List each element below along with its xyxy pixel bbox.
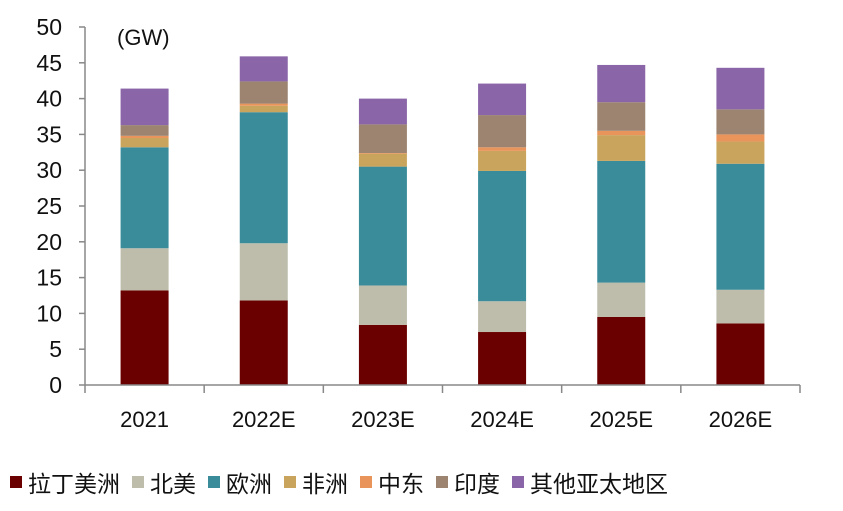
bar-segment [120, 248, 169, 291]
bar-segment [478, 301, 527, 333]
bar-segment [358, 153, 407, 167]
y-tick-label: 0 [49, 372, 62, 398]
bar-segment [597, 102, 646, 131]
legend-swatch [284, 476, 296, 488]
x-tick-label: 2022E [232, 407, 296, 432]
legend-item: 其他亚太地区 [512, 465, 668, 499]
stacked-bar-chart: 0 5 10 15 20 25 30 35 40 45 50 2021 2022E 2023E 2024E… [36, 14, 801, 432]
bar-segment [597, 160, 646, 283]
bar-segment [358, 98, 407, 125]
bar-segment [597, 316, 646, 385]
y-tick-label: 5 [49, 336, 62, 362]
bar-segment [120, 147, 169, 249]
bar-segment [716, 163, 765, 290]
legend-item: 北美 [132, 465, 196, 499]
bar-segment [478, 115, 527, 148]
legend-label: 欧洲 [226, 472, 272, 498]
bar-segment [358, 124, 407, 154]
bar-segment [239, 112, 288, 244]
y-tick-label: 35 [36, 121, 62, 147]
bar-segment [716, 134, 765, 142]
bar-segment [120, 125, 169, 136]
unit-label: (GW) [117, 25, 170, 50]
bar-segment [358, 324, 407, 385]
bar-segment [716, 323, 765, 385]
y-tick-label: 15 [36, 265, 62, 291]
y-tick-label: 20 [36, 229, 62, 255]
bar-segment [597, 135, 646, 161]
bar-segment [120, 137, 169, 148]
bar-segment [597, 130, 646, 136]
legend-label: 非洲 [302, 472, 348, 498]
legend-item: 印度 [436, 465, 500, 499]
x-tick-label: 2023E [351, 407, 415, 432]
x-tick-label: 2026E [709, 407, 773, 432]
legend: 拉丁美洲 北美 欧洲 非洲 中东 印度 其他亚太地区 [10, 465, 840, 499]
bar-segment [358, 153, 407, 154]
legend-swatch [436, 476, 448, 488]
legend-swatch [10, 476, 22, 488]
bar-segment [120, 290, 169, 385]
bar-segment [478, 170, 527, 302]
bar-segment [239, 103, 288, 106]
bar-segment [120, 135, 169, 138]
y-axis: 0 5 10 15 20 25 30 35 40 45 50 [36, 14, 86, 398]
bar-segment [716, 141, 765, 164]
x-axis: 2021 2022E 2023E 2024E 2025E 2026E [84, 384, 801, 432]
x-tick-label: 2021 [120, 407, 169, 432]
bar-segment [597, 64, 646, 103]
bar-segment [597, 282, 646, 317]
legend-swatch [512, 476, 524, 488]
bar-segment [358, 166, 407, 286]
y-tick-label: 40 [36, 86, 62, 112]
legend-item: 欧洲 [208, 465, 272, 499]
y-tick-label: 10 [36, 300, 62, 326]
legend-label: 拉丁美洲 [28, 472, 120, 498]
legend-item: 非洲 [284, 465, 348, 499]
y-tick-label: 50 [36, 14, 62, 40]
legend-label: 印度 [454, 472, 500, 498]
bar-segment [478, 332, 527, 385]
bars [120, 56, 765, 385]
bar-segment [716, 109, 765, 135]
bar-segment [239, 56, 288, 82]
bar-segment [716, 67, 765, 110]
bar-segment [239, 243, 288, 301]
legend-item: 中东 [360, 465, 424, 499]
bar-segment [716, 289, 765, 324]
bar-segment [478, 150, 527, 171]
legend-swatch [208, 476, 220, 488]
bar-segment [120, 88, 169, 126]
bar-segment [239, 81, 288, 104]
bar-segment [478, 147, 527, 151]
bar-segment [239, 300, 288, 385]
y-tick-label: 45 [36, 50, 62, 76]
legend-label: 中东 [378, 472, 424, 498]
legend-item: 拉丁美洲 [10, 465, 120, 499]
bar-segment [239, 105, 288, 113]
bar-segment [478, 83, 527, 116]
legend-label: 其他亚太地区 [530, 472, 668, 498]
legend-swatch [360, 476, 372, 488]
legend-label: 北美 [150, 472, 196, 498]
x-tick-label: 2024E [470, 407, 534, 432]
x-tick-label: 2025E [589, 407, 653, 432]
legend-swatch [132, 476, 144, 488]
y-tick-label: 25 [36, 193, 62, 219]
y-tick-label: 30 [36, 157, 62, 183]
bar-segment [358, 285, 407, 325]
